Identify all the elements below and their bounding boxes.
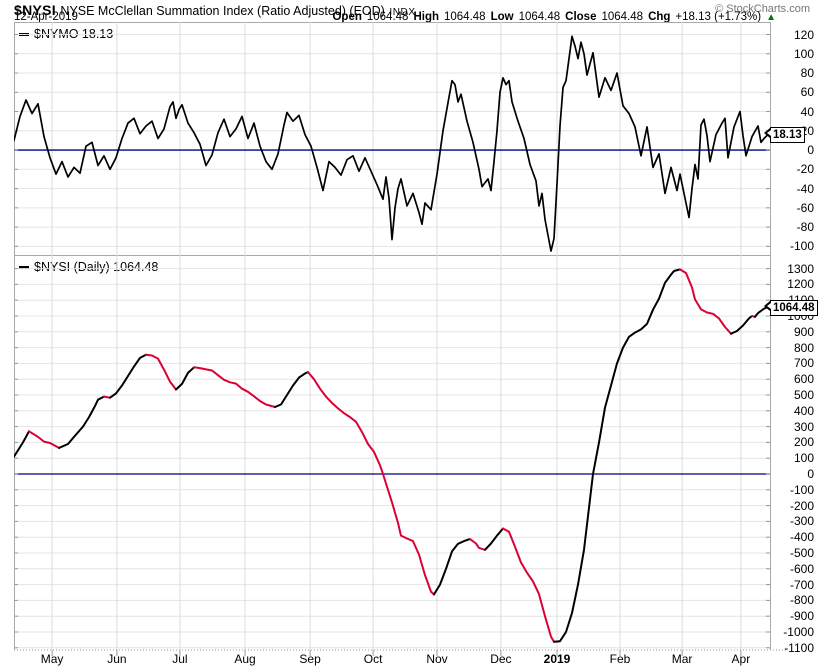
nysi-y-tick-label: -1100 (784, 640, 814, 655)
nysi-plot (14, 255, 770, 650)
nymo-y-tick-label: 80 (800, 66, 814, 81)
nymo-line-swatch-icon (19, 32, 29, 36)
nysi-y-tick-label: -100 (789, 482, 814, 497)
nysi-y-tick-label: 1300 (787, 261, 814, 276)
high-label: High (413, 11, 439, 23)
chart-date: 12-Apr-2019 (14, 11, 78, 23)
plot-left-border (14, 22, 15, 650)
x-axis-month-label: Sep (299, 652, 321, 666)
nysi-y-tick-label: -200 (789, 498, 814, 513)
nysi-y-tick-label: -300 (789, 514, 814, 529)
open-value: 1064.48 (366, 11, 409, 23)
x-axis-month-label: Mar (671, 652, 693, 666)
nymo-plot (14, 22, 770, 255)
nysi-line-swatch-icon (19, 265, 29, 269)
exchange-label: INDX (389, 7, 416, 18)
nysi-y-tick-label: -500 (789, 545, 814, 560)
nysi-y-tick-label: 200 (793, 435, 814, 450)
x-axis-month-label: Dec (490, 652, 512, 666)
nysi-y-tick-label: 900 (793, 324, 814, 339)
low-value: 1064.48 (518, 11, 561, 23)
nysi-y-tick-label: 500 (793, 387, 814, 402)
x-axis-month-label: Nov (426, 652, 448, 666)
nymo-y-tick-label: -100 (789, 239, 814, 254)
nymo-legend: $NYMO 18.13 (19, 27, 113, 41)
nymo-y-tick-label: 40 (800, 104, 814, 119)
x-axis-month-label: Apr (731, 652, 751, 666)
nymo-last-value-tag: 18.13 (764, 125, 805, 143)
x-axis-month-label: Feb (609, 652, 631, 666)
nysi-y-tick-label: 800 (793, 340, 814, 355)
symbol: $NYSI (14, 2, 56, 18)
nysi-y-tick-label: 400 (793, 403, 814, 418)
panel-separator (14, 255, 771, 256)
chart-header: $NYSI NYSE McClellan Summation Index (Ra… (14, 2, 416, 20)
nysi-y-tick-label: 100 (793, 451, 814, 466)
nysi-y-tick-label: 1200 (787, 277, 814, 292)
nymo-y-tick-label: 60 (800, 85, 814, 100)
nysi-y-tick-label: -800 (789, 593, 814, 608)
chg-label: Chg (648, 11, 671, 23)
nysi-y-tick-label: 300 (793, 419, 814, 434)
nysi-last-value-tag: 1064.48 (764, 298, 818, 316)
quote-summary: Open 1064.48 High 1064.48 Low 1064.48 Cl… (332, 11, 776, 23)
nysi-y-tick-label: -600 (789, 561, 814, 576)
nysi-legend-label: $NYSI (Daily) 1064.48 (34, 260, 159, 274)
plot-right-border (770, 22, 771, 650)
chg-value: +18.13 (+1.73%) (675, 11, 762, 23)
x-axis-month-label: Oct (363, 652, 383, 666)
nysi-y-tick-label: -400 (789, 530, 814, 545)
nysi-y-tick-label: -1000 (783, 624, 814, 639)
low-label: Low (490, 11, 514, 23)
close-label: Close (565, 11, 597, 23)
nymo-last-value: 18.13 (770, 126, 805, 143)
nysi-y-tick-label: 0 (807, 466, 814, 481)
high-value: 1064.48 (444, 11, 486, 23)
nymo-y-tick-label: -60 (796, 200, 814, 215)
x-axis-month-label: May (40, 652, 64, 666)
x-axis-month-label: Jun (107, 652, 127, 666)
x-axis-month-label: Jul (172, 652, 188, 666)
copyright-link[interactable]: © StockCharts.com (715, 3, 810, 15)
nymo-y-tick-label: 100 (793, 46, 814, 61)
close-value: 1064.48 (601, 11, 644, 23)
nysi-y-tick-label: 700 (793, 356, 814, 371)
nysi-last-value: 1064.48 (770, 299, 818, 316)
open-label: Open (332, 11, 362, 23)
nymo-legend-label: $NYMO 18.13 (34, 27, 114, 41)
nysi-legend: $NYSI (Daily) 1064.48 (19, 260, 158, 274)
x-axis-month-label: Aug (234, 652, 256, 666)
chart-title: NYSE McClellan Summation Index (Ratio Ad… (60, 4, 385, 18)
nysi-y-tick-label: -700 (789, 577, 814, 592)
nysi-y-tick-label: 600 (793, 372, 814, 387)
x-axis-month-label: 2019 (543, 652, 571, 666)
change-up-icon: ▲ (766, 12, 776, 23)
nymo-y-tick-label: -40 (796, 181, 814, 196)
nymo-y-tick-label: -80 (796, 220, 814, 235)
nysi-y-tick-label: -900 (789, 609, 814, 624)
nymo-y-tick-label: 120 (793, 27, 814, 42)
nymo-y-tick-label: 0 (807, 143, 814, 158)
nymo-y-tick-label: -20 (796, 162, 814, 177)
x-axis (14, 649, 788, 656)
panel-top-border (14, 22, 771, 23)
